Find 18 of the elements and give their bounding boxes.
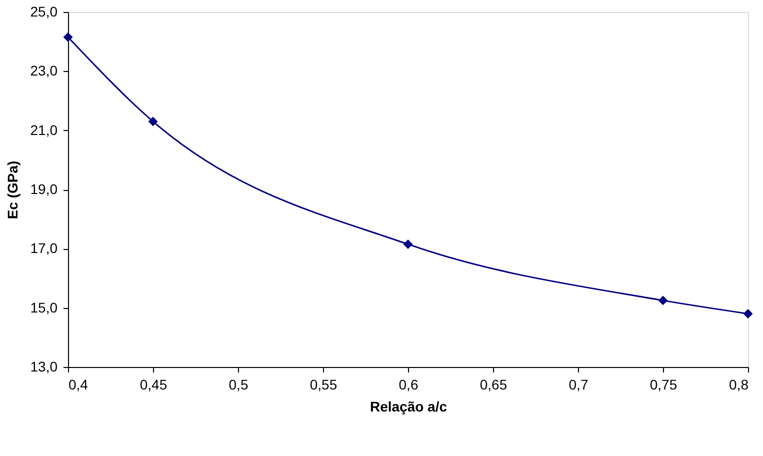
x-axis-title: Relação a/c (370, 398, 448, 414)
x-tick-label: 0,75 (650, 376, 678, 392)
y-tick-label: 23,0 (30, 62, 58, 79)
x-tick-label: 0,7 (568, 376, 588, 392)
y-tick-label: 25,0 (30, 4, 58, 20)
x-tick-label: 0,55 (310, 376, 338, 392)
y-tick-label: 15,0 (30, 299, 58, 316)
x-tick-label: 0,8 (729, 376, 749, 392)
x-tick-label: 0,45 (140, 376, 168, 392)
y-tick-label: 17,0 (30, 240, 58, 256)
x-tick-label: 0,4 (68, 376, 88, 392)
x-tick-label: 0,65 (480, 376, 508, 392)
x-tick-label: 0,6 (398, 376, 418, 392)
y-axis-title: Ec (GPa) (4, 160, 20, 220)
y-tick-label: 21,0 (30, 122, 58, 138)
x-tick-label: 0,5 (228, 376, 248, 392)
y-tick-label: 19,0 (30, 181, 58, 197)
y-tick-label: 13,0 (30, 358, 58, 374)
